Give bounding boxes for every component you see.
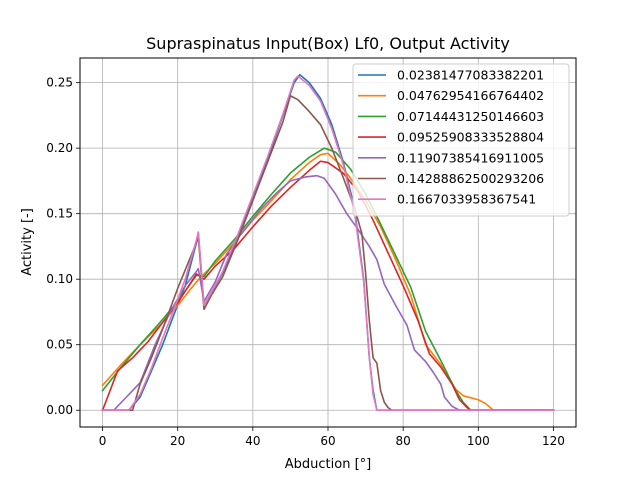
x-tick-label: 40 (245, 434, 260, 448)
y-tick-label: 0.20 (46, 141, 73, 155)
legend-label-5: 0.11907385416911005 (397, 150, 544, 165)
legend-label-2: 0.04762954166764402 (397, 88, 544, 103)
legend: 0.02381477083382201 0.04762954166764402 0.… (352, 63, 570, 217)
y-tick-label: 0.05 (46, 338, 73, 352)
x-axis-label: Abduction [°] (285, 457, 371, 472)
legend-label-3: 0.07144431250146603 (397, 109, 544, 124)
y-tick-label: 0.15 (46, 207, 73, 221)
x-tick-label: 60 (320, 434, 335, 448)
legend-box (352, 63, 570, 217)
x-axis-ticks: 0 20 40 60 80 100 120 (99, 427, 565, 448)
series-lines (101, 73, 555, 412)
x-tick-label: 120 (542, 434, 565, 448)
legend-entries: 0.02381477083382201 0.04762954166764402 0.… (358, 68, 544, 207)
y-axis-label: Activity [-] (20, 208, 35, 276)
y-tick-label: 0.00 (46, 403, 73, 417)
x-tick-label: 20 (170, 434, 185, 448)
legend-label-7: 0.1667033958367541 (397, 192, 536, 207)
y-axis-ticks: 0.00 0.05 0.10 0.15 0.20 0.25 (46, 76, 80, 417)
x-tick-label: 80 (396, 434, 411, 448)
legend-label-4: 0.09525908333528804 (397, 130, 544, 145)
series-line-4 (101, 160, 555, 412)
y-tick-label: 0.10 (46, 272, 73, 286)
legend-label-6: 0.14288862500293206 (397, 171, 544, 186)
x-tick-label: 0 (99, 434, 107, 448)
legend-label-1: 0.02381477083382201 (397, 68, 544, 83)
series-line-6 (101, 94, 555, 412)
series-line-2 (101, 152, 555, 412)
y-tick-label: 0.25 (46, 76, 73, 90)
series-line-7 (101, 75, 555, 412)
chart-title: Supraspinatus Input(Box) Lf0, Output Act… (146, 34, 510, 53)
x-tick-label: 100 (467, 434, 490, 448)
